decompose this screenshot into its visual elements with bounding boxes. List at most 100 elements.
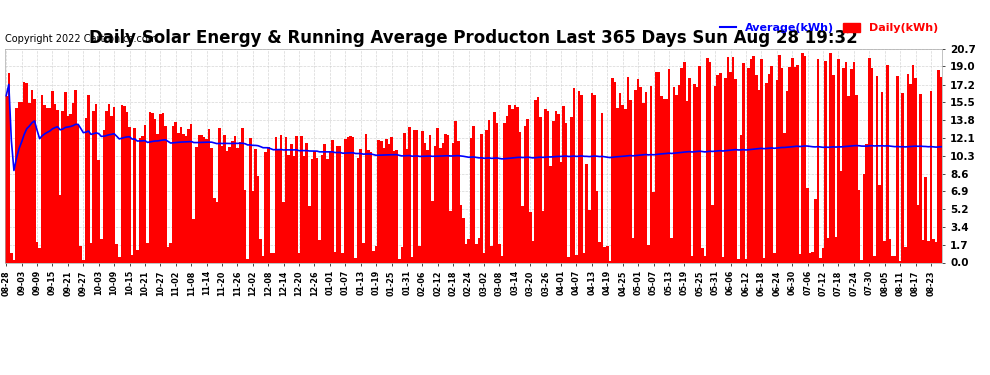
- Bar: [224, 135, 226, 262]
- Bar: [521, 206, 524, 262]
- Bar: [642, 103, 644, 262]
- Bar: [148, 112, 151, 262]
- Bar: [393, 151, 395, 262]
- Bar: [870, 68, 873, 262]
- Bar: [454, 121, 457, 262]
- Bar: [933, 240, 935, 262]
- Bar: [778, 56, 781, 262]
- Bar: [665, 99, 667, 262]
- Bar: [534, 100, 537, 262]
- Bar: [583, 253, 585, 262]
- Bar: [129, 126, 131, 262]
- Bar: [635, 90, 637, 262]
- Bar: [5, 96, 8, 262]
- Bar: [123, 106, 126, 262]
- Bar: [604, 247, 606, 262]
- Bar: [749, 59, 752, 262]
- Bar: [601, 112, 604, 262]
- Bar: [794, 68, 796, 262]
- Bar: [673, 87, 675, 262]
- Bar: [801, 53, 804, 262]
- Bar: [329, 152, 332, 262]
- Bar: [166, 247, 169, 262]
- Bar: [295, 136, 298, 262]
- Bar: [349, 136, 351, 262]
- Bar: [688, 78, 691, 262]
- Bar: [321, 155, 324, 262]
- Bar: [922, 240, 925, 262]
- Bar: [714, 86, 717, 262]
- Bar: [237, 148, 239, 262]
- Bar: [239, 142, 242, 262]
- Bar: [97, 160, 100, 262]
- Bar: [878, 184, 881, 262]
- Bar: [36, 242, 39, 262]
- Bar: [380, 141, 382, 262]
- Bar: [334, 252, 337, 262]
- Bar: [899, 261, 901, 262]
- Bar: [139, 138, 142, 262]
- Bar: [414, 130, 416, 262]
- Bar: [727, 57, 730, 262]
- Bar: [470, 138, 472, 262]
- Bar: [64, 92, 66, 262]
- Bar: [408, 127, 411, 262]
- Bar: [762, 258, 765, 262]
- Bar: [195, 147, 198, 262]
- Bar: [488, 120, 490, 262]
- Bar: [622, 105, 624, 262]
- Bar: [161, 113, 164, 262]
- Bar: [23, 81, 26, 262]
- Bar: [390, 137, 393, 262]
- Bar: [192, 219, 195, 262]
- Bar: [116, 244, 118, 262]
- Bar: [832, 75, 835, 262]
- Bar: [881, 92, 883, 262]
- Bar: [401, 247, 403, 262]
- Bar: [935, 242, 938, 262]
- Bar: [84, 117, 87, 262]
- Bar: [156, 134, 159, 262]
- Bar: [647, 245, 649, 262]
- Bar: [451, 143, 454, 262]
- Bar: [477, 238, 480, 262]
- Bar: [827, 238, 830, 262]
- Bar: [51, 91, 53, 262]
- Bar: [860, 260, 863, 262]
- Bar: [840, 171, 842, 262]
- Bar: [364, 134, 367, 262]
- Bar: [565, 123, 567, 262]
- Bar: [369, 153, 372, 262]
- Bar: [557, 114, 559, 262]
- Bar: [251, 191, 254, 262]
- Bar: [79, 246, 82, 262]
- Bar: [844, 62, 847, 262]
- Bar: [100, 239, 103, 262]
- Bar: [529, 212, 532, 262]
- Bar: [662, 99, 665, 262]
- Bar: [110, 116, 113, 262]
- Bar: [226, 151, 229, 262]
- Bar: [532, 242, 534, 262]
- Bar: [31, 90, 34, 262]
- Bar: [717, 75, 719, 262]
- Bar: [701, 248, 704, 262]
- Bar: [791, 58, 794, 262]
- Bar: [891, 256, 894, 262]
- Bar: [103, 130, 105, 262]
- Bar: [578, 92, 580, 262]
- Bar: [644, 92, 647, 262]
- Bar: [437, 128, 439, 262]
- Bar: [185, 136, 187, 262]
- Bar: [652, 192, 654, 262]
- Bar: [796, 64, 799, 262]
- Bar: [256, 176, 259, 262]
- Bar: [34, 99, 36, 262]
- Bar: [549, 166, 552, 262]
- Bar: [113, 107, 116, 262]
- Bar: [164, 126, 166, 262]
- Bar: [894, 256, 896, 262]
- Bar: [683, 62, 686, 262]
- Bar: [395, 150, 398, 262]
- Bar: [39, 248, 41, 262]
